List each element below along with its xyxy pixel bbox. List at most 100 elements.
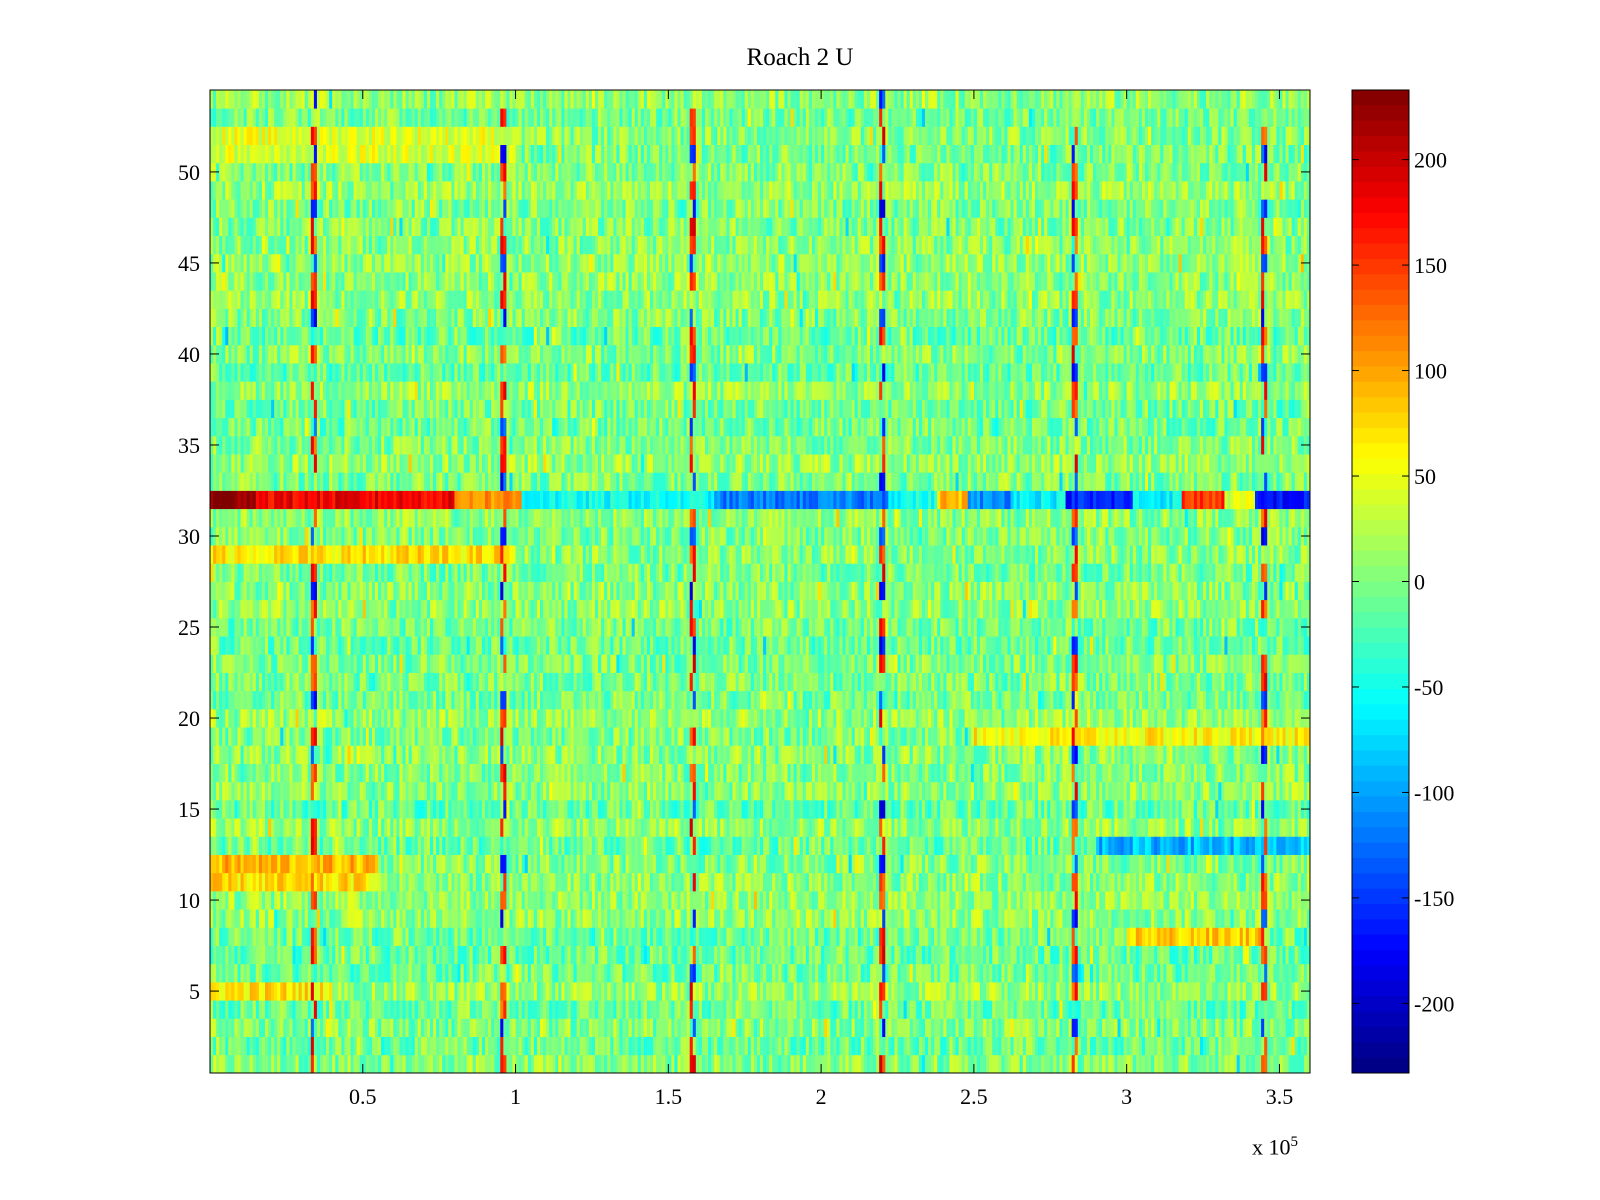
heatmap-cell	[955, 981, 960, 1001]
heatmap-cell	[665, 1000, 669, 1019]
heatmap-cell	[625, 872, 630, 892]
heatmap-cell	[888, 854, 892, 874]
heatmap-cell	[582, 981, 587, 1001]
heatmap-cell	[870, 854, 874, 874]
heatmap-cell	[1117, 836, 1121, 855]
heatmap-cell	[863, 927, 868, 946]
heatmap-cell	[1111, 945, 1115, 965]
heatmap-cell	[472, 890, 477, 910]
heatmap-cell	[375, 890, 379, 910]
heatmap-cell	[882, 836, 886, 855]
heatmap-cell	[341, 818, 345, 837]
heatmap-cell	[928, 927, 932, 946]
heatmap-cell	[848, 927, 853, 946]
heatmap-cell	[723, 981, 727, 1001]
heatmap-cell	[338, 927, 342, 946]
heatmap-cell	[298, 981, 303, 1001]
heatmap-cell	[1047, 854, 1051, 874]
heatmap-cell	[353, 909, 358, 928]
heatmap-cell	[955, 945, 960, 965]
heatmap-cell	[353, 981, 358, 1001]
heatmap-cell	[240, 927, 245, 946]
heatmap-cell	[925, 945, 929, 965]
heatmap-cell	[396, 836, 400, 855]
heatmap-cell	[964, 836, 969, 855]
heatmap-cell	[885, 909, 889, 928]
heatmap-cell	[1212, 1000, 1216, 1019]
heatmap-cell	[512, 945, 516, 965]
heatmap-cell	[915, 1018, 920, 1037]
heatmap-cell	[338, 1000, 342, 1019]
heatmap-cell	[970, 872, 975, 892]
heatmap-cell	[1007, 927, 1011, 946]
heatmap-cell	[280, 909, 284, 928]
heatmap-cell	[827, 890, 831, 910]
heatmap-cell	[491, 1018, 495, 1037]
heatmap-cell	[714, 872, 718, 892]
heatmap-cell	[1135, 1036, 1140, 1056]
heatmap-cell	[1151, 818, 1155, 837]
heatmap-cell	[347, 1054, 351, 1074]
heatmap-cell	[1151, 945, 1155, 965]
heatmap-cell	[1261, 945, 1265, 965]
heatmap-cell	[1154, 890, 1158, 910]
heatmap-cell	[1148, 854, 1152, 874]
heatmap-cell	[561, 1000, 565, 1019]
heatmap-cell	[582, 854, 587, 874]
heatmap-cell	[420, 890, 425, 910]
heatmap-cell	[1132, 945, 1137, 965]
heatmap-cell	[399, 963, 403, 983]
heatmap-cell	[326, 927, 330, 946]
heatmap-cell	[980, 981, 984, 1001]
heatmap-cell	[1245, 836, 1250, 855]
heatmap-cell	[983, 1018, 987, 1037]
heatmap-cell	[1294, 872, 1299, 892]
heatmap-cell	[1059, 945, 1063, 965]
heatmap-cell	[396, 963, 400, 983]
heatmap-cell	[848, 1018, 853, 1037]
heatmap-cell	[591, 1018, 596, 1037]
heatmap-cell	[399, 945, 403, 965]
heatmap-cell	[879, 981, 883, 1001]
heatmap-cell	[1221, 1000, 1225, 1019]
heatmap-cell	[662, 818, 666, 837]
heatmap-cell	[1218, 981, 1222, 1001]
heatmap-cell	[1148, 890, 1152, 910]
heatmap-cell	[973, 1000, 978, 1019]
heatmap-cell	[1086, 836, 1091, 855]
heatmap-cell	[249, 1036, 254, 1056]
heatmap-cell	[375, 1018, 379, 1037]
heatmap-cell	[891, 818, 895, 837]
heatmap-cell	[588, 945, 593, 965]
heatmap-cell	[1019, 1036, 1024, 1056]
heatmap-cell	[426, 1054, 431, 1074]
heatmap-cell	[585, 890, 590, 910]
heatmap-cell	[375, 818, 379, 837]
heatmap-cell	[390, 909, 394, 928]
heatmap-cell	[219, 1054, 223, 1074]
heatmap-cell	[536, 854, 541, 874]
heatmap-cell	[225, 854, 229, 874]
heatmap-cell	[527, 927, 532, 946]
heatmap-cell	[912, 909, 917, 928]
heatmap-cell	[393, 890, 397, 910]
heatmap-cell	[1187, 836, 1192, 855]
heatmap-cell	[750, 1000, 755, 1019]
heatmap-cell	[478, 945, 483, 965]
heatmap-cell	[1166, 1000, 1170, 1019]
heatmap-cell	[897, 1054, 901, 1074]
heatmap-cell	[683, 963, 688, 983]
heatmap-cell	[231, 872, 235, 892]
heatmap-cell	[265, 1018, 269, 1037]
heatmap-cell	[503, 981, 507, 1001]
heatmap-cell	[683, 890, 688, 910]
heatmap-cell	[353, 927, 358, 946]
heatmap-cell	[252, 927, 257, 946]
heatmap-cell	[811, 981, 816, 1001]
heatmap-cell	[1019, 818, 1024, 837]
heatmap-cell	[1251, 890, 1256, 910]
heatmap-cell	[1111, 872, 1115, 892]
heatmap-cell	[558, 890, 562, 910]
heatmap-cell	[1273, 1036, 1277, 1056]
heatmap-cell	[701, 927, 706, 946]
